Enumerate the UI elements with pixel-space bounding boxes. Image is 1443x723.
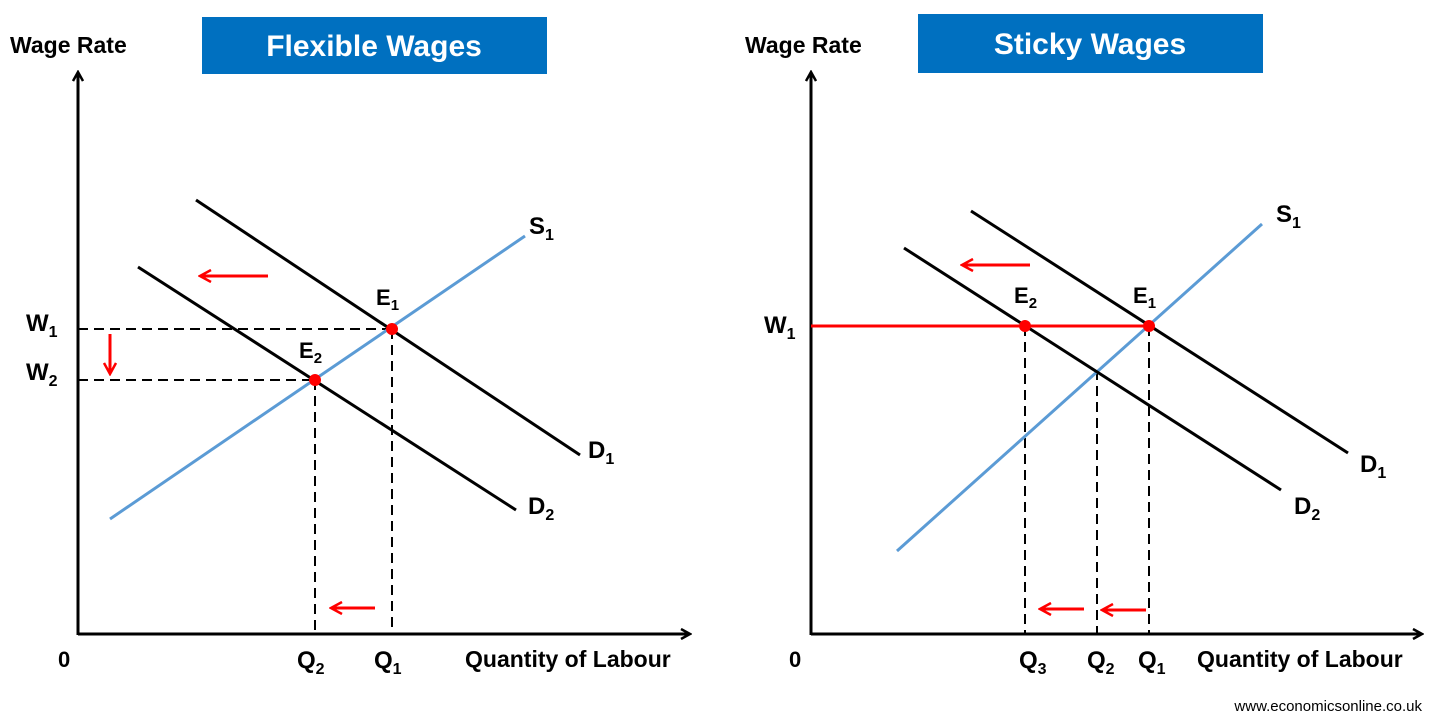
right-supply-label: S1 xyxy=(1276,201,1301,232)
left-demand1-label: D1 xyxy=(588,437,614,468)
right-q1-label: Q1 xyxy=(1138,647,1166,678)
left-x-axis-label: Quantity of Labour xyxy=(465,646,671,672)
left-equilibrium-e1 xyxy=(386,323,398,335)
right-q2-label: Q2 xyxy=(1087,647,1115,678)
right-equilibrium-e1 xyxy=(1143,320,1155,332)
flexible-wages-panel: Flexible Wages Wage Rate Quantity of Lab… xyxy=(10,17,690,678)
left-supply-label: S1 xyxy=(529,213,554,244)
left-e2-label: E2 xyxy=(299,338,322,367)
right-origin: 0 xyxy=(789,647,801,672)
right-q3-label: Q3 xyxy=(1019,647,1047,678)
right-supply-curve xyxy=(895,222,1264,553)
right-demand2-curve xyxy=(903,246,1282,492)
right-e1-label: E1 xyxy=(1133,283,1156,312)
left-y-axis-label: Wage Rate xyxy=(10,32,127,58)
left-w1-label: W1 xyxy=(26,310,58,341)
source-credit: www.economicsonline.co.uk xyxy=(1233,698,1422,715)
left-w2-label: W2 xyxy=(26,359,58,390)
left-equilibrium-e2 xyxy=(309,374,321,386)
right-demand2-label: D2 xyxy=(1294,493,1320,524)
right-demand1-curve xyxy=(970,209,1349,455)
right-demand1-label: D1 xyxy=(1360,451,1386,482)
right-title-box xyxy=(918,14,1263,73)
right-w1-label: W1 xyxy=(764,312,796,343)
left-demand2-label: D2 xyxy=(528,493,554,524)
right-equilibrium-e2 xyxy=(1019,320,1031,332)
right-y-axis-label: Wage Rate xyxy=(745,32,862,58)
left-title: Flexible Wages xyxy=(266,30,482,63)
left-demand2-curve xyxy=(137,265,517,512)
left-q1-label: Q1 xyxy=(374,647,402,678)
right-e2-label: E2 xyxy=(1014,283,1037,312)
right-x-axis-label: Quantity of Labour xyxy=(1197,646,1403,672)
sticky-wages-panel: Sticky Wages Wage Rate Quantity of Labou… xyxy=(745,14,1422,678)
left-e1-label: E1 xyxy=(376,285,399,314)
right-title: Sticky Wages xyxy=(994,28,1186,61)
left-origin: 0 xyxy=(58,647,70,672)
left-title-box xyxy=(202,17,547,74)
left-q2-label: Q2 xyxy=(297,647,325,678)
